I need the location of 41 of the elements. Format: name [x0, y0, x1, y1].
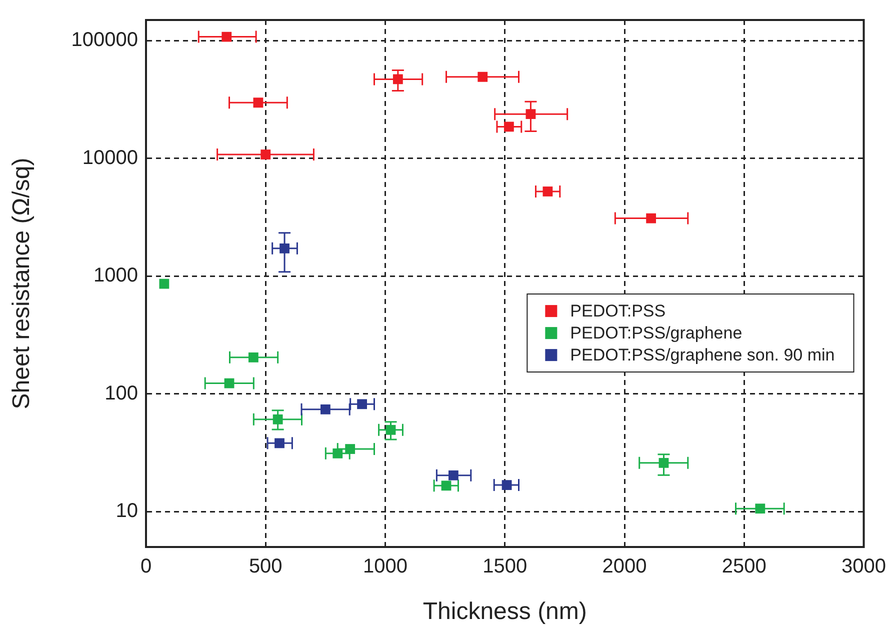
- point: [248, 352, 258, 362]
- y-tick-label: 10: [116, 500, 138, 522]
- x-tick-label: 1500: [482, 556, 528, 578]
- point: [504, 122, 514, 132]
- point: [253, 98, 264, 108]
- y-tick-label: 1000: [94, 264, 138, 287]
- point: [755, 504, 766, 514]
- point: [542, 186, 553, 196]
- point: [392, 74, 403, 84]
- point: [159, 278, 170, 289]
- point: [646, 213, 656, 224]
- point: [478, 72, 488, 82]
- point: [357, 399, 367, 410]
- point: [345, 444, 356, 454]
- point: [222, 32, 232, 42]
- y-tick-label: 10000: [82, 146, 138, 169]
- point: [274, 438, 284, 448]
- y-axis-title: Sheet resistance (Ω/sq): [8, 158, 36, 410]
- x-tick-label: 500: [248, 556, 282, 578]
- point: [386, 424, 396, 435]
- legend-label: PEDOT:PSS/graphene: [570, 324, 742, 343]
- x-tick-label: 2500: [722, 556, 766, 578]
- x-tick-label: 0: [140, 556, 152, 578]
- x-axis-title: Thickness (nm): [422, 598, 587, 626]
- point: [320, 404, 330, 414]
- y-tick-label: 100000: [71, 29, 138, 52]
- point: [502, 480, 512, 490]
- legend-label: PEDOT:PSS: [570, 302, 666, 321]
- point: [526, 109, 536, 120]
- point: [224, 378, 234, 388]
- point: [260, 150, 271, 160]
- point: [441, 480, 452, 491]
- x-tick-label: 2000: [602, 556, 647, 578]
- legend-label: PEDOT:PSS/graphene son. 90 min: [570, 346, 835, 365]
- y-tick-label: 100: [104, 382, 138, 404]
- x-tick-label: 3000: [842, 556, 886, 578]
- point: [448, 470, 458, 480]
- point: [332, 448, 343, 458]
- point: [280, 243, 290, 254]
- x-tick-label: 1000: [363, 556, 408, 578]
- point: [658, 458, 669, 468]
